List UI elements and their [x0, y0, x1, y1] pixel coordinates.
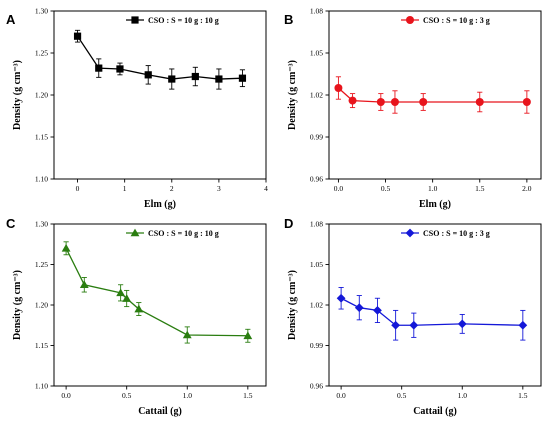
data-point — [376, 98, 385, 106]
chart-panel-d: D 0.0 0.5 1.0 1.5 0.96 0.99 1.02 1.05 1.08 Cattail… — [284, 216, 542, 417]
x-tick-label: 4 — [264, 184, 268, 193]
legend-label: CSO : S = 10 g : 10 g — [148, 16, 219, 25]
y-tick-label: 1.30 — [35, 220, 48, 229]
x-axis-label: Cattail (g) — [413, 406, 457, 417]
legend-marker — [406, 16, 414, 24]
panel-letter: C — [6, 216, 16, 231]
data-point — [116, 65, 124, 73]
plot-frame — [328, 10, 542, 180]
data-point — [518, 320, 528, 330]
data-point — [336, 293, 346, 303]
y-tick-label: 1.02 — [310, 301, 323, 310]
data-point — [409, 320, 419, 330]
data-point — [354, 303, 364, 313]
x-tick-label: 3 — [217, 184, 221, 193]
y-tick-label: 1.05 — [310, 260, 323, 269]
series-line — [65, 248, 248, 337]
x-tick-label: 0.0 — [334, 184, 344, 193]
data-point — [79, 280, 89, 289]
legend-label: CSO : S = 10 g : 3 g — [423, 229, 490, 238]
y-tick-label: 1.20 — [35, 91, 48, 100]
y-axis-label: Density (g cm⁻³) — [12, 60, 23, 130]
legend-marker — [131, 16, 139, 24]
x-tick-label: 0.5 — [397, 391, 407, 400]
chart-panel-a: A 0 1 2 3 4 1.10 1.15 1.20 1.25 1.30 Elm (g) Density… — [6, 7, 268, 210]
x-tick-label: 1.5 — [243, 391, 253, 400]
y-axis-label: Density (g cm⁻³) — [287, 270, 298, 340]
data-point — [61, 243, 71, 252]
y-axis-label: Density (g cm⁻³) — [287, 60, 298, 130]
y-tick-label: 1.08 — [310, 220, 323, 229]
data-point — [475, 98, 484, 106]
data-point — [238, 74, 247, 82]
x-tick-label: 0.0 — [336, 391, 346, 400]
data-point — [191, 72, 199, 81]
panel-letter: D — [284, 216, 293, 231]
y-tick-label: 1.25 — [35, 49, 48, 58]
y-axis-label: Density (g cm⁻³) — [12, 270, 23, 340]
data-point — [522, 98, 531, 106]
y-tick-label: 1.30 — [35, 7, 48, 16]
data-point — [73, 32, 82, 40]
data-point — [134, 304, 144, 313]
y-tick-label: 1.10 — [35, 175, 48, 184]
data-point — [144, 71, 152, 79]
y-tick-label: 1.15 — [35, 341, 48, 350]
series-line — [337, 87, 527, 103]
data-point — [182, 330, 192, 339]
series-line — [77, 35, 243, 80]
x-tick-label: 0.5 — [381, 184, 391, 193]
data-point — [168, 75, 176, 83]
plot-frame — [53, 10, 267, 180]
legend-label: CSO : S = 10 g : 3 g — [423, 16, 490, 25]
x-tick-label: 2 — [170, 184, 174, 193]
legend-marker — [405, 228, 415, 238]
y-tick-label: 1.10 — [35, 382, 48, 391]
y-tick-label: 1.02 — [310, 91, 323, 100]
x-axis-label: Elm (g) — [419, 199, 451, 210]
y-tick-label: 1.20 — [35, 301, 48, 310]
x-tick-label: 0 — [76, 184, 80, 193]
data-point — [215, 75, 223, 83]
data-point — [390, 98, 399, 106]
panel-letter: B — [284, 12, 293, 27]
data-point — [457, 319, 467, 329]
data-point — [373, 306, 382, 315]
y-tick-label: 0.99 — [310, 341, 323, 350]
data-point — [348, 96, 357, 105]
x-tick-label: 1 — [123, 184, 127, 193]
x-tick-label: 1.0 — [183, 391, 193, 400]
legend-label: CSO : S = 10 g : 10 g — [148, 229, 219, 238]
x-tick-label: 0.5 — [122, 391, 132, 400]
data-point — [391, 320, 401, 330]
y-tick-label: 1.05 — [310, 49, 323, 58]
legend-marker — [130, 228, 140, 237]
x-tick-label: 0.0 — [61, 391, 71, 400]
data-point — [419, 98, 428, 106]
data-point — [122, 294, 132, 302]
chart-panel-c: C 0.0 0.5 1.0 1.5 1.10 1.15 1.20 1.25 1.30 Cattail… — [6, 216, 267, 417]
x-tick-label: 1.0 — [458, 391, 468, 400]
x-tick-label: 1.5 — [475, 184, 485, 193]
y-tick-label: 0.96 — [310, 382, 323, 391]
x-axis-label: Elm (g) — [144, 199, 176, 210]
y-tick-label: 1.15 — [35, 133, 48, 142]
data-point — [334, 84, 343, 92]
x-tick-label: 2.0 — [522, 184, 532, 193]
panel-letter: A — [6, 12, 16, 27]
plot-frame — [53, 223, 267, 387]
y-tick-label: 1.25 — [35, 260, 48, 269]
y-tick-label: 0.99 — [310, 133, 323, 142]
y-tick-label: 0.96 — [310, 175, 323, 184]
x-tick-label: 1.0 — [428, 184, 438, 193]
y-tick-label: 1.08 — [310, 7, 323, 16]
data-point — [95, 64, 103, 72]
chart-panel-b: B 0.0 0.5 1.0 1.5 2.0 0.96 0.99 1.02 1.05 1.08 Elm … — [284, 7, 542, 210]
x-tick-label: 1.5 — [518, 391, 528, 400]
data-point — [116, 288, 126, 297]
data-point — [243, 331, 253, 340]
series-line — [340, 297, 523, 326]
x-axis-label: Cattail (g) — [138, 406, 182, 417]
